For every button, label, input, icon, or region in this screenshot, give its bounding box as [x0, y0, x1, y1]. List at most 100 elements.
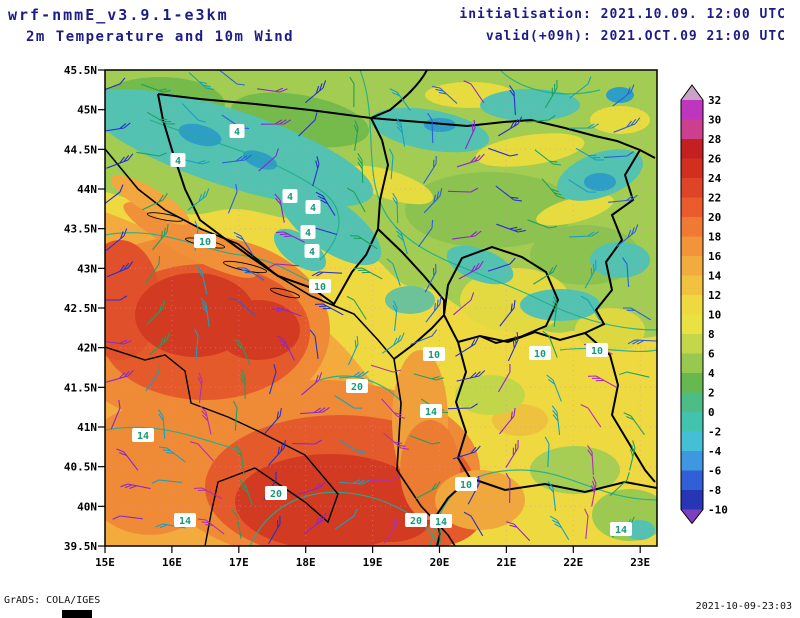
- wind-barb: [623, 307, 651, 321]
- init-time-label: initialisation: 2021.10.09. 12:00 UTC: [459, 7, 786, 22]
- wind-barb: [349, 235, 378, 250]
- wind-barb: [301, 372, 323, 396]
- wind-barb: [145, 255, 161, 284]
- contour-label-value: 14: [435, 517, 447, 528]
- wind-barb: [157, 409, 166, 439]
- colorbar-cell: [681, 119, 703, 139]
- colorbar-tick-label: 6: [708, 348, 715, 361]
- wind-barb: [190, 441, 214, 462]
- wind-barb: [464, 119, 476, 150]
- wind-barb: [383, 432, 409, 450]
- wind-barb: [463, 80, 485, 104]
- wind-barb: [193, 487, 223, 500]
- contour-label-value: 4: [309, 247, 315, 258]
- contour-label-box: [265, 486, 287, 500]
- wind-barb: [619, 371, 650, 378]
- contour-label-box: [170, 153, 186, 167]
- colorbar-cell: [681, 373, 703, 393]
- wind-barb: [455, 336, 480, 357]
- wind-barb: [257, 87, 288, 93]
- contour-label: 4: [170, 153, 186, 167]
- contour-label: 4: [300, 225, 316, 239]
- wind-barb: [496, 223, 526, 233]
- colorbar-tick-label: 8: [708, 328, 715, 341]
- wind-barb: [544, 436, 550, 468]
- contour-label: 4: [229, 124, 245, 138]
- wind-barb: [264, 408, 282, 434]
- wind-barb: [487, 257, 516, 272]
- wind-barb: [534, 149, 561, 166]
- colorbar-tick-label: -8: [708, 484, 721, 497]
- wind-barb: [268, 263, 299, 269]
- contour-label-value: 10: [428, 350, 440, 361]
- colorbar-tick-label: 24: [708, 172, 722, 185]
- contour-label-value: 14: [137, 431, 149, 442]
- wind-barb: [136, 151, 167, 157]
- wind-barb: [275, 231, 305, 243]
- contour-label-box: [405, 513, 427, 527]
- wind-barb: [499, 408, 516, 435]
- contour-label-value: 10: [314, 282, 326, 293]
- isotach-contours: [105, 70, 657, 546]
- wind-barb: [423, 188, 443, 214]
- wind-barb: [218, 70, 245, 86]
- wind-barb: [338, 438, 367, 453]
- colorbar-cell: [681, 236, 703, 256]
- wind-barb: [389, 88, 411, 112]
- contour-label: 14: [420, 404, 442, 418]
- wind-barb: [370, 364, 401, 373]
- wind-barb: [146, 300, 166, 325]
- grads-credit: GrADS: COLA/IGES: [4, 595, 101, 606]
- chart-subtitle: 2m Temperature and 10m Wind: [26, 29, 295, 45]
- lat-tick-label: 40.5N: [64, 461, 97, 474]
- colorbar-cell: [681, 100, 703, 120]
- wind-barb: [106, 153, 134, 169]
- wind-barb: [568, 179, 597, 193]
- wind-barb: [194, 328, 199, 359]
- wind-barb: [383, 515, 398, 544]
- colorbar-tick-label: 12: [708, 289, 721, 302]
- contour-label-value: 20: [351, 382, 363, 393]
- lat-tick-label: 42.5N: [64, 302, 97, 315]
- wind-barb: [141, 83, 171, 93]
- wind-barb: [603, 151, 634, 158]
- wind-barb: [260, 119, 292, 125]
- wind-barb: [541, 178, 565, 200]
- contour-label-box: [529, 346, 551, 360]
- creation-timestamp: 2021-10-09-23:03: [695, 601, 792, 612]
- lon-tick-label: 16E: [162, 556, 182, 569]
- wind-barb: [334, 395, 363, 409]
- colorbar-tick-label: -2: [708, 426, 721, 439]
- wind-barb: [353, 120, 359, 151]
- wind-barb: [268, 515, 281, 545]
- contour-labels: 4 4 4 4 4 4 10 10 10 10 10 20 14 14 10 20 20 14 14 14: [132, 124, 632, 536]
- colorbar-cell: [681, 275, 703, 295]
- wind-barb: [272, 307, 302, 317]
- contour-label-value: 10: [534, 349, 546, 360]
- contour-label-value: 4: [310, 203, 316, 214]
- colorbar-cell: [681, 217, 703, 237]
- wind-barb: [232, 400, 238, 431]
- wind-barb: [452, 230, 482, 240]
- contour-label-value: 10: [199, 237, 211, 248]
- contour-label: 10: [586, 343, 608, 357]
- model-title: wrf-nmmE_v3.9.1-e3km: [8, 6, 229, 24]
- colorbar-cell: [681, 431, 703, 451]
- colorbar-tick-label: 4: [708, 367, 715, 380]
- contour-label-box: [309, 279, 331, 293]
- wind-barb: [222, 154, 252, 164]
- wind-barb: [392, 300, 398, 331]
- wind-barb: [309, 329, 319, 359]
- colorbar-tick-label: 18: [708, 231, 721, 244]
- wind-barb: [498, 363, 511, 393]
- wind-barb: [152, 224, 169, 251]
- wind-barb: [547, 481, 557, 511]
- wind-barb: [116, 448, 139, 471]
- wind-barb: [181, 103, 206, 123]
- wind-barb: [236, 267, 265, 281]
- wind-barb: [447, 187, 479, 193]
- colorbar-cell: [681, 412, 703, 432]
- colorbar-tick-label: 16: [708, 250, 722, 263]
- wind-barb: [569, 76, 592, 99]
